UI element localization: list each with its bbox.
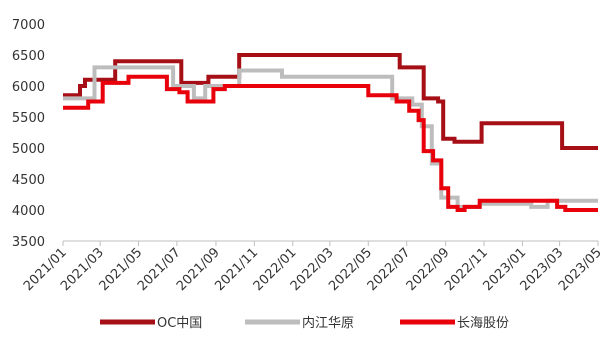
y-axis-ticks: 3500 4000 4500 5000 5500 6000 6500 7000 (12, 18, 45, 250)
series-layer (63, 53, 598, 212)
y-tick-label: 7000 (12, 18, 45, 33)
y-tick-label: 6000 (12, 80, 45, 95)
y-tick-label: 5000 (12, 142, 45, 157)
y-tick-label: 6500 (12, 49, 45, 64)
series-line-2 (63, 65, 598, 209)
series-line-3 (63, 74, 598, 212)
legend-label-2: 内江华原 (302, 315, 354, 331)
legend: OC中国 内江华原 长海股份 (100, 315, 509, 331)
x-axis-ticks: 2021/012021/032021/052021/072021/092021/… (21, 241, 601, 294)
y-tick-label: 4000 (12, 204, 45, 219)
y-tick-label: 5500 (12, 111, 45, 126)
legend-label-1: OC中国 (157, 316, 202, 331)
series-line-1 (63, 53, 598, 150)
y-tick-label: 4500 (12, 173, 45, 188)
legend-label-3: 长海股份 (457, 316, 509, 331)
y-tick-label: 3500 (12, 235, 45, 250)
